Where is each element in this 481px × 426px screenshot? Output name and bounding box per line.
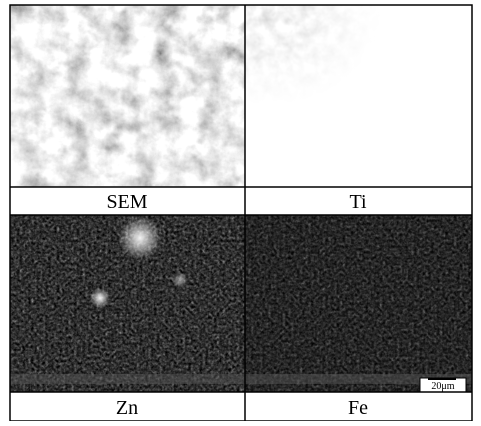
sem-image: [10, 5, 245, 187]
fe-image: 20μm: [245, 215, 472, 392]
panel-label: Ti: [349, 191, 367, 213]
panel-label: SEM: [106, 191, 147, 213]
panel-label: Zn: [116, 397, 138, 419]
figure: 20μm SEM Ti Zn Fe: [0, 0, 481, 421]
ti-image: [245, 5, 472, 187]
panel-label: Fe: [348, 397, 368, 419]
zn-image: [10, 215, 245, 392]
scale-bar-label: 20μm: [431, 381, 454, 392]
